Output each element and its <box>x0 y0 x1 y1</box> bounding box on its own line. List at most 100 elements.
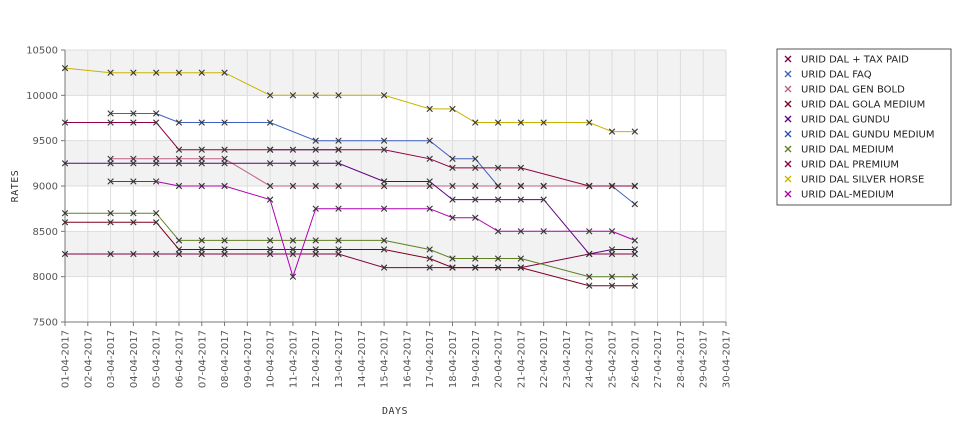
series-urid-dal-medium <box>61 210 639 280</box>
data-point <box>426 182 433 190</box>
y-tick-label: 10500 <box>26 46 58 57</box>
data-point <box>266 92 274 99</box>
legend-item: URID DAL + TAX PAID <box>784 55 909 66</box>
data-point <box>494 264 502 271</box>
x-tick-label: 20-04-2017 <box>494 330 505 388</box>
data-point <box>289 237 297 244</box>
data-point <box>152 250 160 258</box>
data-point <box>586 282 593 289</box>
x-tick-label: 08-04-2017 <box>220 330 231 388</box>
data-point <box>472 155 479 162</box>
data-point <box>130 155 137 162</box>
series-urid-dal-gola-medium <box>61 219 639 289</box>
legend-marker <box>784 175 792 183</box>
x-tick-label: 19-04-2017 <box>471 330 482 388</box>
data-point <box>472 214 479 221</box>
data-point <box>289 146 297 153</box>
legend-item: URID DAL GOLA MEDIUM <box>784 100 925 111</box>
series-line <box>65 212 635 278</box>
x-tick-label: 12-04-2017 <box>311 330 322 388</box>
data-point <box>426 255 433 262</box>
legend-marker <box>784 85 792 93</box>
x-tick-label: 23-04-2017 <box>562 330 573 388</box>
data-point <box>494 119 502 126</box>
x-axis-title: DAYS <box>382 406 408 417</box>
data-point <box>198 182 205 190</box>
legend-marker <box>784 100 792 108</box>
data-point <box>540 119 547 126</box>
x-tick-label: 11-04-2017 <box>288 330 299 388</box>
data-point <box>608 273 616 280</box>
data-point <box>449 264 456 271</box>
x-tick-label: 15-04-2017 <box>380 330 391 388</box>
data-point <box>426 155 433 162</box>
x-tick-label: 10-04-2017 <box>266 330 277 388</box>
legend-item: URID DAL FAQ <box>784 70 872 81</box>
data-point <box>335 182 342 190</box>
data-point <box>107 119 114 126</box>
y-tick-label: 9500 <box>33 136 58 147</box>
x-tick-label: 21-04-2017 <box>516 330 527 388</box>
data-point <box>152 160 160 167</box>
x-tick-label: 03-04-2017 <box>106 330 117 388</box>
data-point <box>198 155 205 162</box>
data-point <box>107 178 114 185</box>
data-point <box>107 155 114 162</box>
data-point <box>266 160 274 167</box>
x-tick-label: 07-04-2017 <box>197 330 208 388</box>
data-point <box>335 146 342 153</box>
data-point <box>221 250 228 258</box>
data-point <box>107 160 114 167</box>
data-point <box>608 246 616 253</box>
data-point <box>266 196 274 203</box>
y-tick-label: 7500 <box>33 318 58 329</box>
data-point <box>266 246 274 253</box>
data-point <box>61 160 69 167</box>
data-point <box>266 237 274 244</box>
data-point <box>586 182 593 190</box>
data-point <box>380 146 388 153</box>
data-point <box>289 250 297 258</box>
data-point <box>221 182 228 190</box>
data-point <box>380 246 388 253</box>
data-point <box>449 196 456 203</box>
data-point <box>335 237 342 244</box>
data-point <box>198 160 205 167</box>
data-point <box>175 69 183 76</box>
x-tick-label: 05-04-2017 <box>152 330 163 388</box>
data-point <box>380 182 388 190</box>
data-point <box>631 282 639 289</box>
data-point <box>130 250 137 258</box>
data-point <box>198 237 205 244</box>
data-point <box>449 164 456 172</box>
data-point <box>198 250 205 258</box>
data-point <box>175 250 183 258</box>
data-point <box>107 219 114 226</box>
legend-label: URID DAL FAQ <box>801 70 872 81</box>
legend-label: URID DAL + TAX PAID <box>801 55 909 66</box>
legend-marker <box>784 115 792 123</box>
series-urid-dal-premium <box>61 119 639 190</box>
data-point <box>449 105 456 113</box>
data-point <box>152 110 160 117</box>
data-point <box>152 219 160 226</box>
data-point <box>540 228 547 235</box>
legend-item: URID DAL-MEDIUM <box>784 190 894 201</box>
data-point <box>152 69 160 76</box>
legend-label: URID DAL MEDIUM <box>801 145 894 156</box>
data-point <box>380 137 388 144</box>
data-point <box>426 178 433 185</box>
data-point <box>130 219 137 226</box>
legend-marker <box>784 145 792 153</box>
data-point <box>335 205 342 212</box>
data-point <box>61 219 69 226</box>
data-point <box>175 246 183 253</box>
data-point <box>472 255 479 262</box>
data-point <box>472 164 479 172</box>
data-point <box>198 119 205 126</box>
plot-band <box>65 276 726 322</box>
data-point <box>631 250 639 258</box>
data-point <box>540 182 547 190</box>
data-point <box>198 69 205 76</box>
